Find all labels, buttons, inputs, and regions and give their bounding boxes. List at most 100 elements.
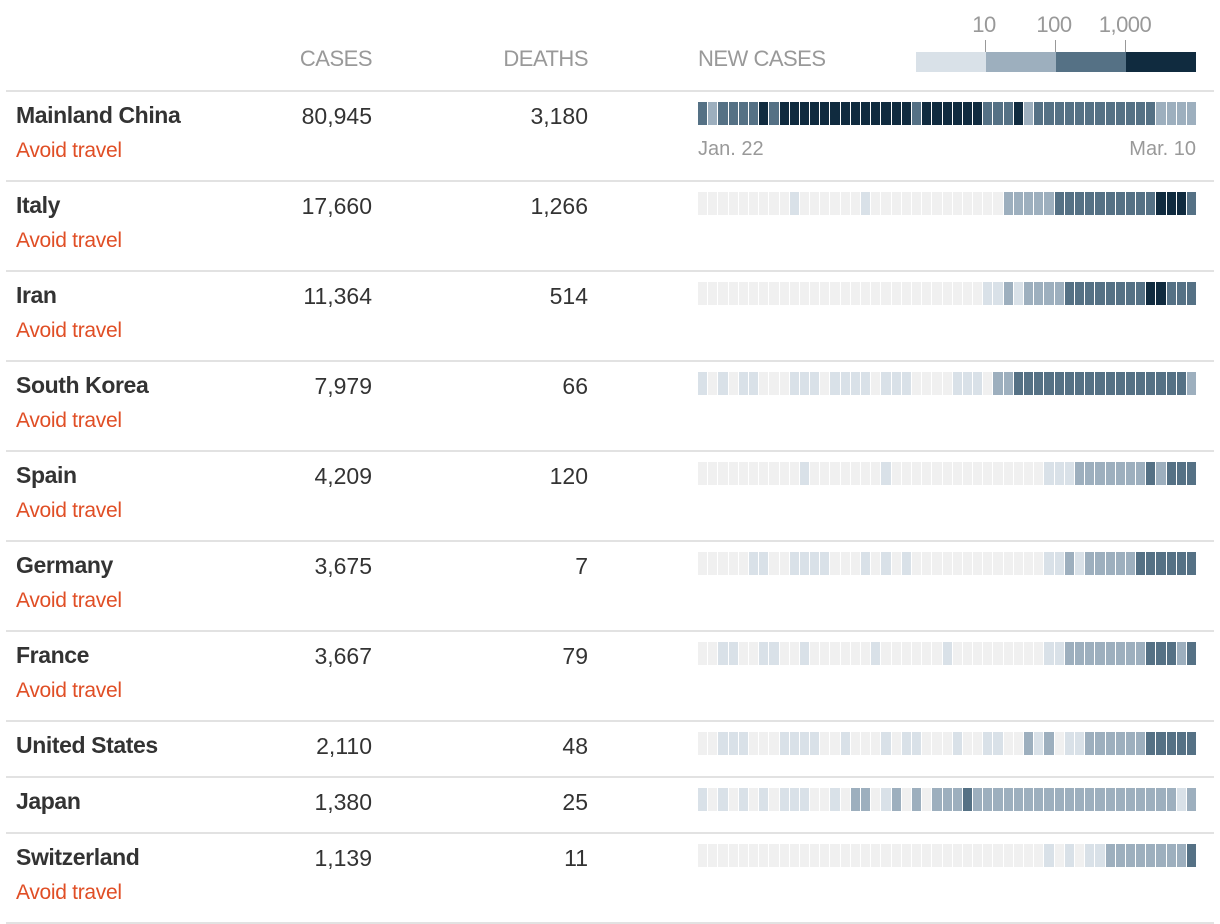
heatmap-cell [738,372,748,395]
heatmap-cell [973,844,983,867]
heatmap-cell [1085,282,1095,305]
heatmap-cell [769,844,779,867]
heatmap-cell [1115,642,1125,665]
heatmap-cell [728,282,738,305]
heatmap-cell [820,282,830,305]
heatmap-cell [922,732,932,755]
heatmap-cell [1034,462,1044,485]
cases-value: 3,675 [314,553,372,579]
legend-swatch-4 [1126,52,1196,72]
heatmap-cell [748,788,759,811]
new-cases-strip [698,642,1197,665]
heatmap-cell [1166,192,1176,215]
heatmap-cell [708,372,718,395]
heatmap-cell [942,102,952,125]
heatmap-cell [708,462,718,485]
row-divider [6,180,1214,182]
heatmap-cell [932,282,942,305]
heatmap-cell [728,372,738,395]
heatmap-cell [1187,732,1197,755]
heatmap-cell [861,102,871,125]
heatmap-cell [698,192,708,215]
heatmap-cell [1136,732,1146,755]
heatmap-cell [1054,788,1064,811]
column-header-deaths: DEATHS [503,46,588,71]
heatmap-cell [1085,844,1095,867]
heatmap-cell [830,192,840,215]
heatmap-cell [983,844,993,867]
heatmap-cell [1156,788,1166,811]
heatmap-cell [871,844,881,867]
heatmap-cell [1054,642,1064,665]
heatmap-cell [911,788,922,811]
new-cases-strip [698,192,1197,215]
heatmap-cell [1064,642,1074,665]
heatmap-cell [871,462,881,485]
heatmap-cell [1003,844,1013,867]
heatmap-cell [698,788,708,811]
heatmap-cell [932,192,942,215]
legend-swatch-2 [986,52,1056,72]
heatmap-cell [922,462,932,485]
heatmap-cell [1064,788,1074,811]
heatmap-cell [779,788,789,811]
heatmap-cell [1064,102,1074,125]
heatmap-cell [1034,552,1044,575]
heatmap-cell [1095,372,1105,395]
heatmap-cell [830,642,840,665]
heatmap-cell [1095,102,1105,125]
heatmap-cell [748,462,759,485]
heatmap-cell [1034,642,1044,665]
heatmap-cell [1095,192,1105,215]
heatmap-cell [748,732,759,755]
heatmap-cell [1095,642,1105,665]
heatmap-cell [861,462,871,485]
heatmap-cell [901,282,911,305]
heatmap-cell [983,642,993,665]
heatmap-cell [698,642,708,665]
heatmap-cell [1146,844,1156,867]
heatmap-cell [1156,732,1166,755]
heatmap-cell [718,642,728,665]
heatmap-cell [708,552,718,575]
heatmap-cell [901,788,911,811]
heatmap-cell [891,642,901,665]
heatmap-cell [1105,192,1115,215]
heatmap-cell [1105,462,1115,485]
heatmap-cell [1013,788,1023,811]
heatmap-cell [1064,732,1074,755]
heatmap-cell [728,844,738,867]
heatmap-cell [698,552,708,575]
heatmap-cell [698,102,708,125]
heatmap-cell [1115,192,1125,215]
heatmap-cell [1156,462,1166,485]
heatmap-cell [810,844,820,867]
heatmap-cell [1115,788,1125,811]
heatmap-cell [891,372,901,395]
heatmap-cell [952,732,962,755]
legend-swatch-3 [1056,52,1126,72]
heatmap-cell [769,372,779,395]
heatmap-cell [759,642,769,665]
country-name: South Korea [16,372,149,398]
cases-value: 7,979 [314,373,372,399]
heatmap-cell [789,552,799,575]
cases-value: 1,380 [314,789,372,815]
heatmap-cell [738,788,748,811]
cases-value: 80,945 [301,103,372,129]
heatmap-cell [1044,732,1054,755]
heatmap-cell [738,844,748,867]
heatmap-cell [1136,788,1146,811]
heatmap-cell [1146,552,1156,575]
row-divider [6,720,1214,722]
heatmap-cell [728,552,738,575]
heatmap-cell [1034,372,1044,395]
heatmap-cell [850,462,860,485]
heatmap-cell [1187,102,1197,125]
heatmap-cell [1044,552,1054,575]
heatmap-cell [728,732,738,755]
heatmap-cell [799,788,810,811]
heatmap-cell [708,788,718,811]
heatmap-cell [1044,642,1054,665]
heatmap-cell [901,642,911,665]
